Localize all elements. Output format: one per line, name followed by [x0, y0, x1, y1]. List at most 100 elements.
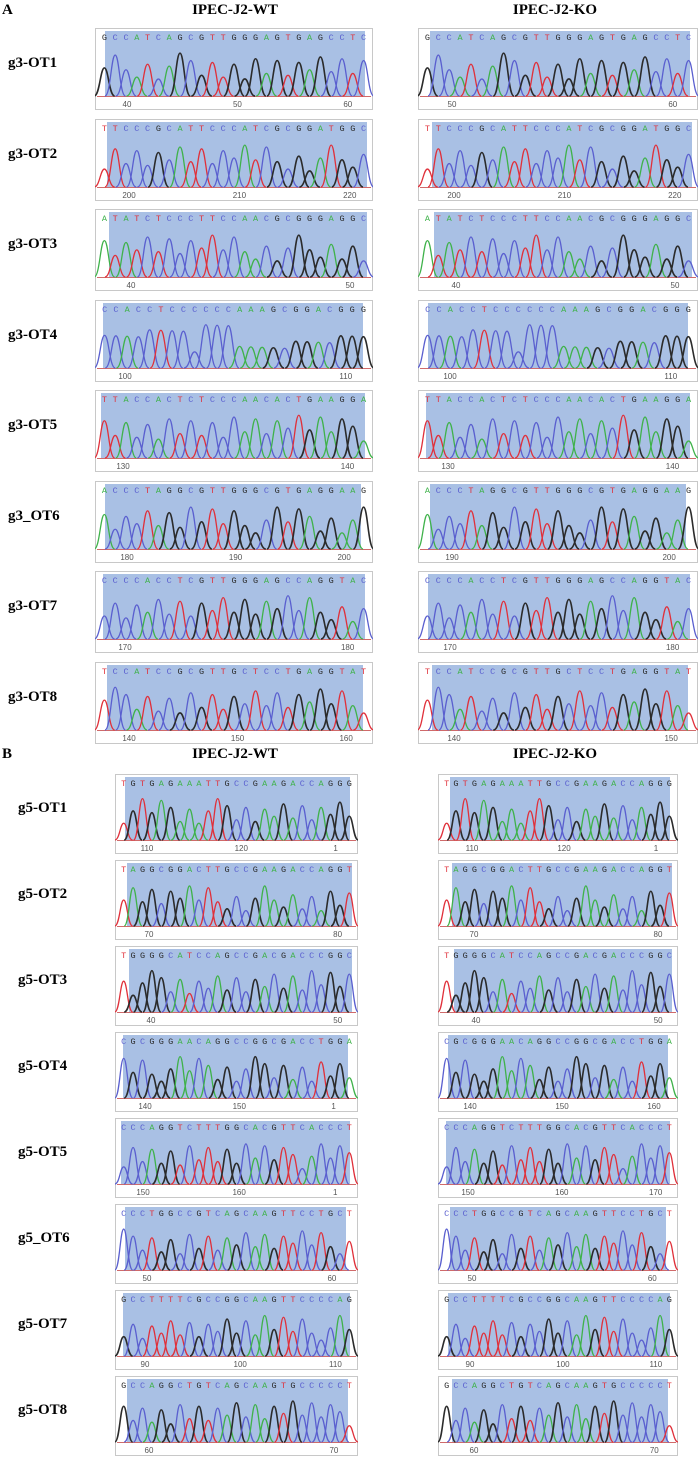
highlight-region [101, 393, 365, 459]
peak-A [446, 887, 466, 927]
position-tick: 220 [343, 191, 357, 200]
base-call: C [512, 214, 517, 224]
base-call: A [593, 779, 599, 789]
peak-C [613, 1167, 633, 1185]
peak-C [292, 1318, 312, 1357]
peak-G [483, 1423, 503, 1443]
base-call: C [453, 1295, 458, 1305]
peak-G [208, 1078, 227, 1099]
base-call: T [339, 667, 344, 677]
base-call: G [318, 214, 323, 224]
base-call: C [686, 124, 691, 134]
base-call: G [602, 865, 607, 875]
base-call: C [243, 1037, 248, 1047]
base-call: A [206, 1037, 212, 1047]
base-call: C [328, 1381, 333, 1391]
base-call: G [481, 1037, 486, 1047]
base-call: G [577, 486, 582, 496]
peak-C [277, 167, 299, 188]
base-call: C [436, 576, 441, 586]
peak-G [609, 340, 632, 369]
position-tick: 70 [470, 930, 479, 939]
row-label: g5_OT6 [18, 1230, 70, 1246]
peak-G [612, 693, 635, 731]
base-call: T [468, 486, 473, 496]
peak-C [623, 1080, 642, 1099]
highlight-region [127, 863, 352, 927]
base-call: A [225, 1381, 231, 1391]
position-tick: 1 [654, 844, 659, 853]
peak-G [133, 900, 152, 927]
base-call: G [231, 576, 236, 586]
base-call: C [140, 1381, 145, 1391]
peak-G [493, 897, 512, 927]
base-call: C [102, 305, 107, 315]
peak-C [482, 697, 504, 731]
peak-C [115, 1166, 133, 1185]
peak-G [590, 505, 613, 550]
peak-C [557, 1320, 577, 1357]
base-call: G [361, 305, 366, 315]
base-call: G [621, 124, 626, 134]
base-call: C [518, 951, 523, 961]
peak-C [126, 522, 148, 550]
peak-G [320, 971, 341, 1013]
peak-G [123, 810, 143, 841]
peak-T [471, 251, 493, 278]
base-call: G [318, 33, 323, 43]
peak-A [667, 620, 689, 640]
base-call: G [199, 667, 204, 677]
base-call: G [546, 865, 551, 875]
base-call: G [667, 779, 672, 789]
peak-G [641, 1245, 661, 1271]
position-tick: 210 [233, 191, 247, 200]
peak-G [299, 169, 321, 188]
base-call: G [621, 214, 626, 224]
base-call: C [458, 395, 463, 405]
peak-C [236, 1068, 256, 1099]
base-call: G [632, 214, 637, 224]
peak-A [576, 1314, 596, 1357]
base-call: G [642, 667, 647, 677]
peak-C [227, 819, 246, 841]
base-call: T [528, 779, 533, 789]
peak-C [536, 149, 559, 188]
peak-T [339, 1152, 358, 1185]
base-call: A [566, 214, 572, 224]
base-call: G [196, 1209, 201, 1219]
chromatogram-svg: G C C A T C A G C G T T G G G A G T G A G C C T C40 50 60 [95, 28, 373, 110]
base-call: A [509, 865, 515, 875]
peak-G [567, 820, 586, 841]
peak-A [474, 799, 494, 841]
base-call: G [583, 1037, 588, 1047]
base-call: C [468, 214, 473, 224]
base-call: C [243, 1209, 248, 1219]
peak-C [302, 1244, 321, 1271]
chromatogram-ko: A C C C T A G G C G T T G G G C G T G A G G A A G 190 200 [418, 480, 698, 563]
peak-C [446, 1235, 466, 1271]
base-call: A [453, 865, 459, 875]
peak-A [604, 817, 623, 841]
base-call: C [178, 1209, 183, 1219]
peak-C [161, 991, 180, 1013]
base-call: C [243, 1295, 248, 1305]
peak-C [547, 156, 569, 188]
base-call: C [565, 1209, 570, 1219]
base-call: C [196, 865, 201, 875]
peak-A [460, 611, 482, 640]
peak-C [418, 615, 439, 640]
peak-T [208, 797, 228, 841]
base-call: A [500, 951, 506, 961]
base-call: T [188, 124, 193, 134]
position-tick: 150 [555, 1102, 569, 1111]
chromatogram-wt: T C C A T C C G C G T T G C T C C T G A G G T A T 140 150 160 [95, 661, 373, 744]
base-call: G [305, 305, 310, 315]
base-call: C [444, 1037, 449, 1047]
peak-C [158, 418, 181, 459]
peak-G [320, 702, 342, 731]
peak-C [456, 1249, 475, 1271]
peak-C [331, 58, 353, 97]
base-call: C [545, 214, 550, 224]
base-call: G [500, 865, 505, 875]
